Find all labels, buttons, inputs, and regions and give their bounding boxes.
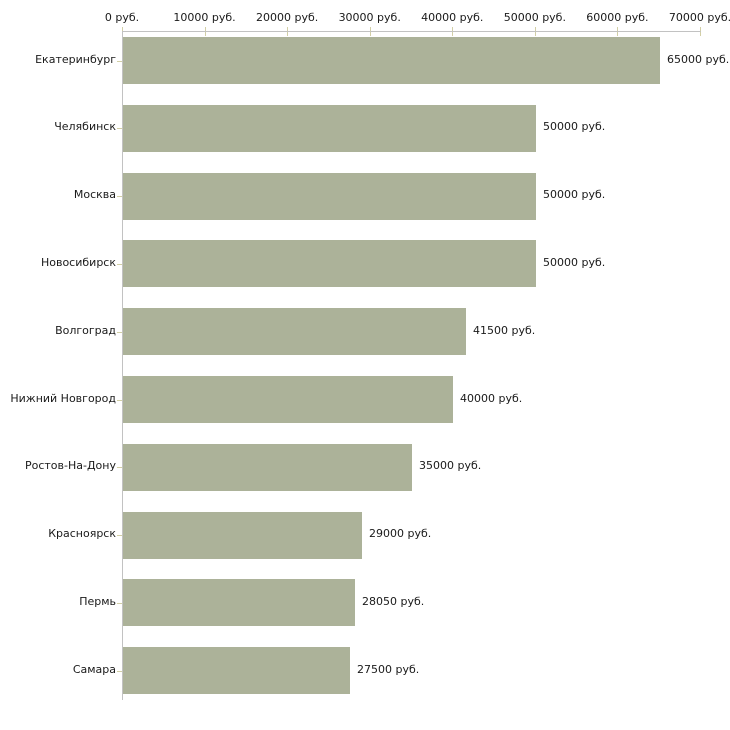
value-label: 35000 руб. bbox=[419, 459, 482, 472]
x-tick-label: 10000 руб. bbox=[173, 11, 236, 24]
value-label: 27500 руб. bbox=[357, 663, 420, 676]
y-tick-mark bbox=[117, 535, 122, 536]
y-tick-mark bbox=[117, 400, 122, 401]
category-label: Самара bbox=[72, 663, 116, 676]
y-tick-mark bbox=[117, 332, 122, 333]
category-label: Новосибирск bbox=[40, 256, 116, 269]
category-label: Челябинск bbox=[54, 120, 116, 133]
bar bbox=[123, 37, 660, 84]
bar bbox=[123, 647, 350, 694]
y-tick-mark bbox=[117, 196, 122, 197]
bar bbox=[123, 308, 466, 355]
x-tick-label: 70000 руб. bbox=[668, 11, 730, 24]
bar bbox=[123, 173, 536, 220]
value-label: 40000 руб. bbox=[460, 392, 523, 405]
bar bbox=[123, 444, 412, 491]
category-label: Ростов-На-Дону bbox=[24, 459, 116, 472]
category-label: Москва bbox=[73, 188, 116, 201]
x-tick-label: 20000 руб. bbox=[256, 11, 319, 24]
x-tick-label: 60000 руб. bbox=[586, 11, 649, 24]
category-label: Красноярск bbox=[48, 527, 116, 540]
x-tick-label: 0 руб. bbox=[104, 11, 140, 24]
x-axis-line bbox=[122, 31, 701, 32]
category-label: Нижний Новгород bbox=[10, 392, 116, 405]
value-label: 50000 руб. bbox=[543, 188, 606, 201]
value-label: 50000 руб. bbox=[543, 120, 606, 133]
y-tick-mark bbox=[117, 264, 122, 265]
bar bbox=[123, 579, 355, 626]
y-tick-mark bbox=[117, 467, 122, 468]
x-tick-label: 30000 руб. bbox=[338, 11, 401, 24]
category-label: Екатеринбург bbox=[35, 53, 116, 66]
y-tick-mark bbox=[117, 603, 122, 604]
x-tick-label: 40000 руб. bbox=[421, 11, 484, 24]
value-label: 28050 руб. bbox=[362, 595, 425, 608]
value-label: 65000 руб. bbox=[667, 53, 730, 66]
bar bbox=[123, 240, 536, 287]
x-tick-label: 50000 руб. bbox=[503, 11, 566, 24]
value-label: 41500 руб. bbox=[473, 324, 536, 337]
y-tick-mark bbox=[117, 128, 122, 129]
y-tick-mark bbox=[117, 61, 122, 62]
category-label: Волгоград bbox=[55, 324, 116, 337]
category-label: Пермь bbox=[79, 595, 116, 608]
bar bbox=[123, 105, 536, 152]
y-tick-mark bbox=[117, 671, 122, 672]
y-axis-line bbox=[122, 31, 123, 700]
bar bbox=[123, 376, 453, 423]
value-label: 29000 руб. bbox=[369, 527, 432, 540]
value-label: 50000 руб. bbox=[543, 256, 606, 269]
bar bbox=[123, 512, 362, 559]
